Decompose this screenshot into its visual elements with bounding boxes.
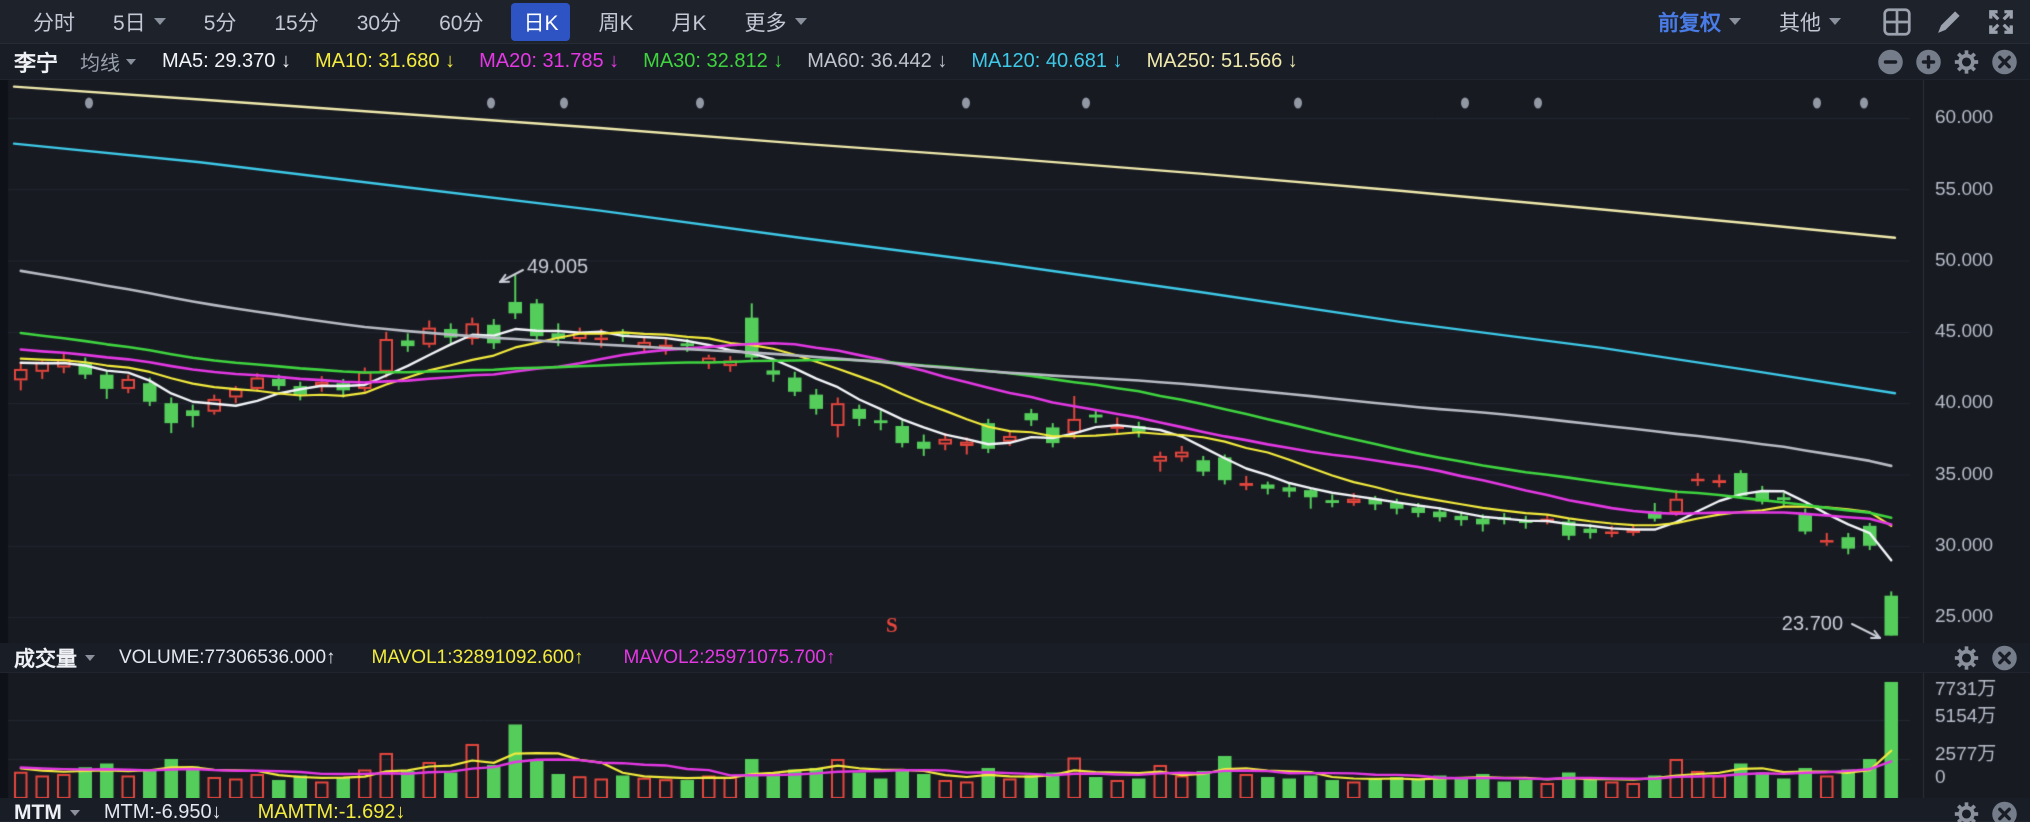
price-chart (0, 80, 2030, 643)
tab-monthly-k[interactable]: 月K (671, 11, 707, 35)
price-chart-canvas[interactable] (0, 80, 2030, 643)
toolbar-right: 前复权 其他 (1639, 3, 2016, 41)
chevron-down-icon (794, 18, 807, 25)
ma120-value: MA120: 40.681 ↓ (971, 50, 1123, 72)
other-dropdown[interactable]: 其他 (1769, 3, 1851, 41)
ma60-value: MA60: 36.442 ↓ (807, 50, 948, 72)
mtm-indicator-header: MTM MTM:-6.950↓ MAMTM:-1.692↓ (0, 798, 2030, 822)
settings-gear-icon[interactable] (1953, 801, 1980, 822)
tab-5day[interactable]: 5日 (103, 3, 176, 41)
overlay-selector[interactable]: 均线 (80, 47, 137, 76)
price-indicator-header: 李宁 均线 MA5: 29.370 ↓ MA10: 31.680 ↓ MA20:… (0, 44, 2030, 80)
ma5-value: MA5: 29.370 ↓ (162, 50, 291, 72)
tab-intraday[interactable]: 分时 (33, 11, 75, 35)
volume-chart-canvas[interactable] (0, 673, 2030, 798)
settings-gear-icon[interactable] (1953, 48, 1980, 75)
zoom-out-icon[interactable] (1877, 48, 1904, 75)
tab-more[interactable]: 更多 (735, 3, 817, 41)
adjust-mode-dropdown[interactable]: 前复权 (1648, 3, 1751, 41)
tab-5min[interactable]: 5分 (203, 11, 237, 35)
tab-15min[interactable]: 15分 (274, 11, 319, 35)
volume-indicator-header: 成交量 VOLUME:77306536.000↑ MAVOL1:32891092… (0, 643, 2030, 673)
volume-title[interactable]: 成交量 (14, 643, 95, 673)
stock-name: 李宁 (14, 50, 59, 76)
tab-daily-k[interactable]: 日K (511, 2, 571, 41)
brush-icon[interactable] (1934, 7, 1964, 37)
mavol2-value: MAVOL2:25971075.700↑ (623, 646, 836, 668)
zoom-in-icon[interactable] (1915, 48, 1942, 75)
chevron-down-icon (85, 654, 95, 661)
grid-view-icon[interactable] (1882, 7, 1912, 37)
mavol1-value: MAVOL1:32891092.600↑ (371, 646, 584, 668)
fullscreen-icon[interactable] (1986, 7, 2016, 37)
chevron-down-icon (1829, 18, 1841, 25)
mtm-value: MTM:-6.950↓ (103, 801, 222, 822)
chevron-down-icon (69, 810, 80, 816)
ma10-value: MA10: 31.680 ↓ (314, 50, 456, 72)
ma20-value: MA20: 31.785 ↓ (479, 50, 620, 72)
chevron-down-icon (126, 58, 137, 65)
close-pane-icon[interactable] (1991, 644, 2018, 671)
close-pane-icon[interactable] (1991, 48, 2018, 75)
tab-30min[interactable]: 30分 (356, 11, 402, 35)
mamtm-value: MAMTM:-1.692↓ (257, 801, 406, 822)
chevron-down-icon (1729, 18, 1741, 25)
tab-60min[interactable]: 60分 (439, 11, 484, 35)
close-pane-icon[interactable] (1991, 801, 2018, 822)
ma250-value: MA250: 51.566 ↓ (1146, 50, 1298, 72)
period-tabs: 分时 5日 5分 15分 30分 60分 日K 周K 月K 更多 (14, 2, 826, 41)
mtm-title[interactable]: MTM (14, 801, 80, 822)
settings-gear-icon[interactable] (1953, 644, 1980, 671)
ma30-value: MA30: 32.812 ↓ (643, 50, 784, 72)
volume-chart (0, 673, 2030, 798)
tab-weekly-k[interactable]: 周K (598, 11, 634, 35)
volume-value: VOLUME:77306536.000↑ (119, 646, 336, 668)
chevron-down-icon (153, 18, 166, 25)
period-toolbar: 分时 5日 5分 15分 30分 60分 日K 周K 月K 更多 前复权 其他 (0, 0, 2030, 44)
